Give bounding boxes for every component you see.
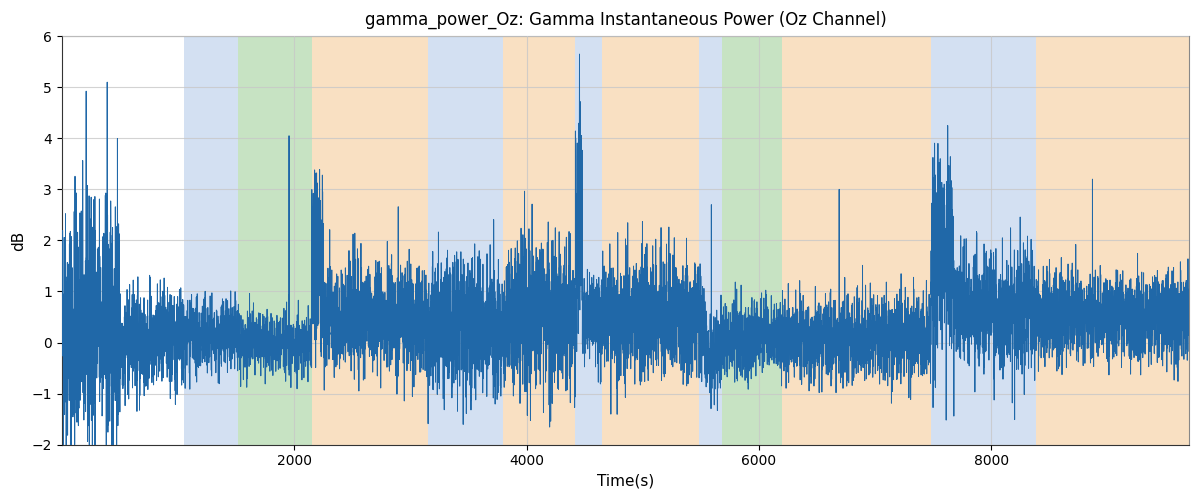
X-axis label: Time(s): Time(s) [596, 474, 654, 489]
Title: gamma_power_Oz: Gamma Instantaneous Power (Oz Channel): gamma_power_Oz: Gamma Instantaneous Powe… [365, 11, 887, 30]
Bar [312, 36, 428, 445]
Bar [184, 36, 239, 445]
Bar [602, 36, 698, 445]
Bar [1036, 36, 1189, 445]
Bar [782, 36, 931, 445]
Bar [722, 36, 782, 445]
Bar [239, 36, 312, 445]
Bar [931, 36, 954, 445]
Bar [428, 36, 503, 445]
Y-axis label: dB: dB [11, 230, 26, 250]
Bar [698, 36, 722, 445]
Bar [576, 36, 602, 445]
Bar [503, 36, 576, 445]
Bar [954, 36, 1036, 445]
